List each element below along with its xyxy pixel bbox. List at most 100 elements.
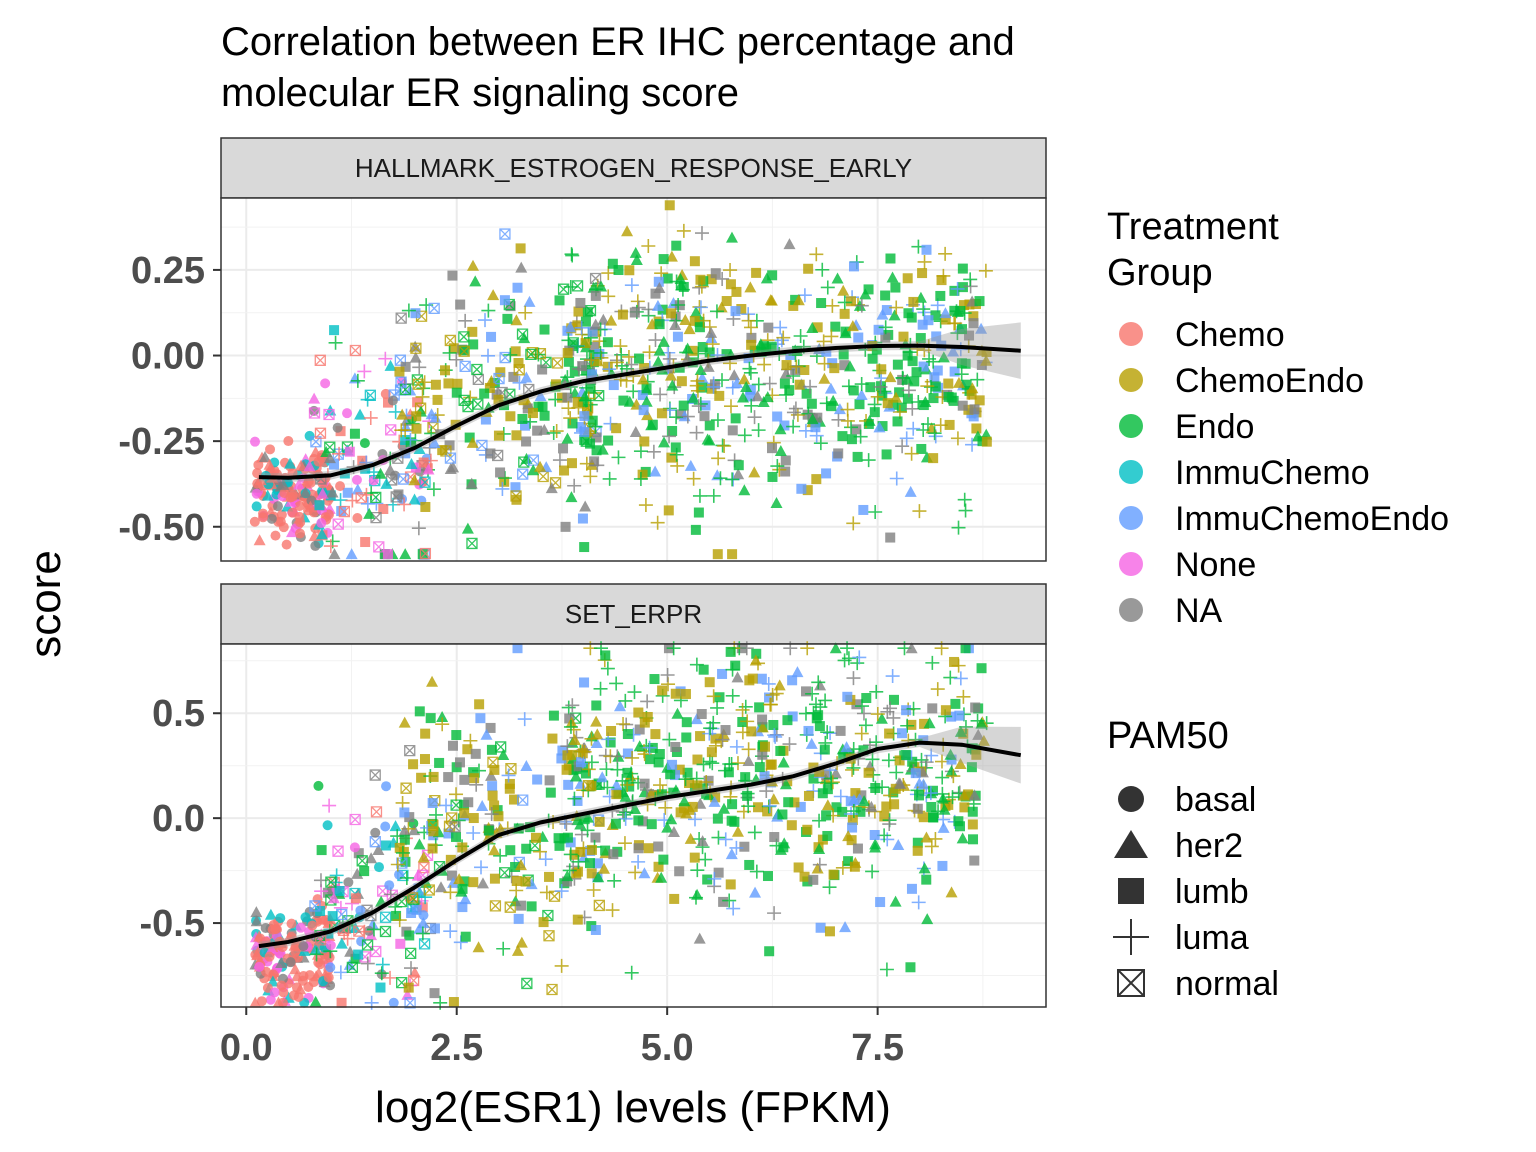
data-point xyxy=(745,391,756,402)
data-point xyxy=(738,484,751,496)
data-point xyxy=(667,759,678,770)
data-point xyxy=(399,548,412,560)
data-point xyxy=(609,676,624,691)
data-point xyxy=(329,459,340,470)
data-point xyxy=(403,982,414,993)
data-point xyxy=(803,790,814,801)
data-point xyxy=(443,378,454,389)
data-point xyxy=(252,478,263,489)
data-point xyxy=(476,800,489,812)
data-point xyxy=(908,296,919,307)
data-point xyxy=(489,900,502,912)
data-point xyxy=(499,228,511,240)
data-point xyxy=(432,394,443,405)
data-point xyxy=(451,730,462,741)
data-point xyxy=(837,295,852,310)
data-point xyxy=(770,459,785,474)
data-point xyxy=(582,405,593,416)
data-point xyxy=(642,345,657,360)
data-point xyxy=(970,372,985,387)
data-point xyxy=(956,324,967,335)
data-point xyxy=(861,453,876,468)
data-point xyxy=(954,758,967,770)
data-point xyxy=(586,868,597,879)
data-point xyxy=(938,803,951,815)
data-point xyxy=(322,798,337,813)
data-point xyxy=(415,926,430,941)
data-point xyxy=(896,728,907,739)
data-point xyxy=(751,390,764,402)
data-point xyxy=(896,402,907,413)
data-point xyxy=(695,731,706,742)
y-tick-label: 0.25 xyxy=(131,250,205,292)
data-point xyxy=(713,471,728,486)
data-point xyxy=(938,246,953,261)
data-point xyxy=(532,774,543,785)
data-point xyxy=(680,688,691,699)
data-point xyxy=(413,443,426,455)
data-point xyxy=(971,749,982,760)
data-point xyxy=(592,858,603,869)
data-point xyxy=(420,501,431,512)
data-point xyxy=(633,707,644,718)
data-point xyxy=(520,371,533,383)
data-point xyxy=(768,719,779,730)
data-point xyxy=(905,642,918,654)
data-point xyxy=(817,356,832,371)
data-point xyxy=(599,762,614,777)
data-point xyxy=(774,843,787,855)
data-point xyxy=(869,684,884,699)
data-point xyxy=(921,913,934,925)
data-point xyxy=(610,749,625,764)
data-point xyxy=(310,540,321,551)
data-point xyxy=(578,393,593,408)
data-point xyxy=(697,783,708,794)
data-point xyxy=(261,489,274,501)
data-point xyxy=(518,332,531,344)
data-point xyxy=(323,972,334,983)
data-point xyxy=(790,294,801,305)
data-point xyxy=(806,413,819,425)
data-point xyxy=(927,426,942,441)
data-point xyxy=(814,679,827,691)
data-point xyxy=(480,728,493,740)
data-point xyxy=(359,438,370,449)
data-point xyxy=(831,802,842,813)
data-point xyxy=(679,803,690,814)
data-point xyxy=(448,343,459,354)
data-point xyxy=(468,813,479,824)
data-point xyxy=(603,435,614,446)
data-point xyxy=(517,468,529,480)
legend-shape-label: lumb xyxy=(1175,873,1249,911)
data-point xyxy=(782,737,797,752)
data-point xyxy=(960,643,971,654)
data-point xyxy=(308,392,321,404)
data-point xyxy=(272,501,283,512)
data-point xyxy=(559,816,574,831)
data-point xyxy=(514,859,527,871)
data-point xyxy=(600,780,615,795)
data-point xyxy=(728,369,741,381)
data-point xyxy=(963,404,974,415)
data-point xyxy=(786,419,801,434)
data-point xyxy=(320,378,331,389)
data-point xyxy=(906,883,917,894)
data-point xyxy=(689,256,700,267)
data-point xyxy=(277,997,288,1008)
data-point xyxy=(554,958,569,973)
data-point xyxy=(579,435,590,446)
data-point xyxy=(527,464,540,476)
data-point xyxy=(764,692,775,703)
data-point xyxy=(812,857,827,872)
smooth-confidence-band xyxy=(258,322,1021,483)
data-point xyxy=(715,271,730,286)
data-point xyxy=(404,930,415,941)
data-point xyxy=(329,868,344,883)
data-point xyxy=(806,705,821,720)
data-point xyxy=(284,457,297,469)
data-point xyxy=(917,254,932,269)
data-point xyxy=(939,307,952,319)
data-point xyxy=(906,312,917,323)
data-point xyxy=(578,396,589,407)
data-point xyxy=(269,987,280,998)
